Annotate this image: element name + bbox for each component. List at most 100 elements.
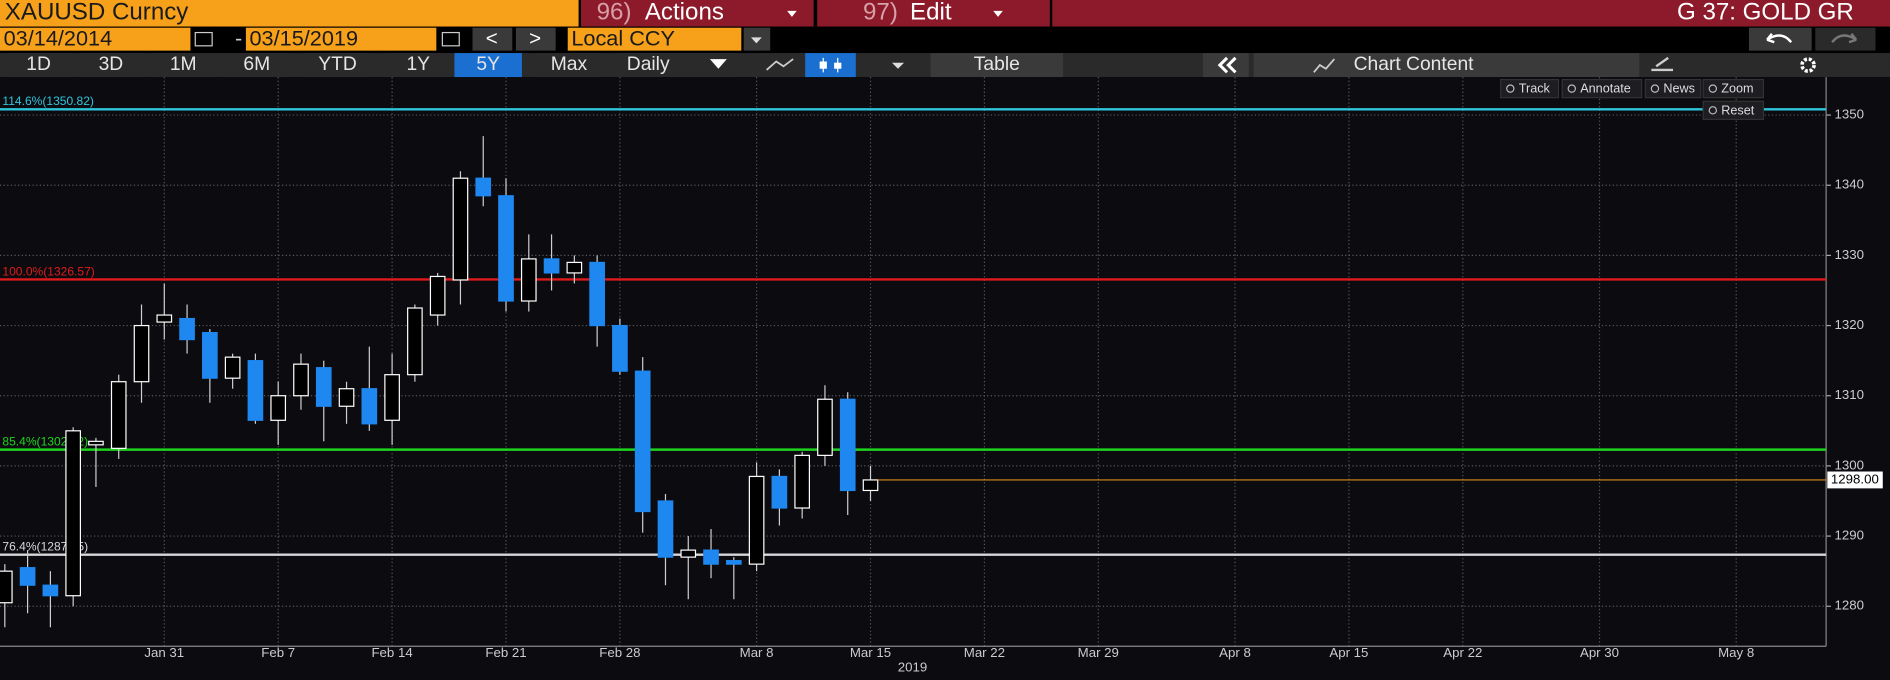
- x-tick-label: Apr 15: [1329, 645, 1368, 660]
- tool-button[interactable]: [1561, 78, 1643, 99]
- range-button[interactable]: [149, 53, 217, 78]
- collapse-button[interactable]: [1202, 53, 1249, 78]
- range-label: 1M: [170, 54, 197, 75]
- last-price-box: [1827, 471, 1883, 489]
- currency-field[interactable]: [567, 27, 742, 51]
- redo-button[interactable]: [1815, 27, 1876, 51]
- x-tick-label: Mar 8: [740, 645, 774, 660]
- range-button[interactable]: [222, 53, 291, 78]
- tool-label: Reset: [1721, 103, 1755, 117]
- redo-icon: [1831, 33, 1858, 44]
- draw-icon[interactable]: [1651, 56, 1674, 72]
- calendar-icon[interactable]: [441, 31, 460, 47]
- candle-body: [566, 261, 583, 274]
- collapse-icon: [1217, 56, 1237, 74]
- tool-icon: [1506, 84, 1515, 93]
- range-button[interactable]: [384, 53, 453, 78]
- range-label: 3D: [99, 54, 124, 75]
- line-chart-button[interactable]: [756, 53, 803, 78]
- tool-button[interactable]: [1500, 78, 1560, 99]
- line-icon: [766, 58, 794, 71]
- candle-body: [429, 275, 446, 316]
- tool-label: Zoom: [1721, 82, 1753, 96]
- candle-body: [202, 331, 218, 379]
- next-button[interactable]: [515, 27, 556, 51]
- candle-body: [657, 500, 674, 558]
- table-label: Table: [974, 54, 1020, 75]
- candle-body: [133, 324, 150, 383]
- x-tick-label: Apr 30: [1580, 645, 1619, 660]
- candle-body: [771, 475, 788, 509]
- y-tick-label: 1340: [1835, 177, 1864, 192]
- last-price-label: 1298.00: [1831, 471, 1879, 486]
- frequency: Daily: [627, 54, 670, 75]
- candle-body: [634, 370, 651, 513]
- security-field[interactable]: [0, 0, 579, 27]
- range-button[interactable]: [454, 53, 522, 78]
- x-tick-label: Feb 14: [371, 645, 412, 660]
- edit-menu[interactable]: [817, 0, 1050, 27]
- tool-button[interactable]: [1702, 78, 1765, 99]
- y-tick-label: 1280: [1835, 598, 1864, 613]
- function-bar: [1052, 0, 1890, 27]
- range-button[interactable]: [303, 53, 372, 78]
- undo-button[interactable]: [1748, 27, 1812, 51]
- candle-body: [361, 388, 378, 425]
- start-date-field[interactable]: [0, 27, 191, 51]
- range-label: 1Y: [406, 54, 430, 75]
- candle-body: [589, 261, 605, 327]
- chart: 1280 1290 1300 1310 1320 1330 1340 1350 Jan 31 Fe…: [0, 77, 1883, 674]
- range-label: 5Y: [476, 54, 500, 75]
- tool-label: News: [1663, 82, 1695, 96]
- candle-body: [475, 177, 492, 197]
- candle-body: [680, 549, 697, 558]
- candle-body: [224, 356, 241, 379]
- y-tick-label: 1300: [1835, 457, 1864, 472]
- chart-content-icon: [1313, 58, 1336, 73]
- dropdown-arrow: [750, 37, 762, 44]
- candle-icon: [819, 61, 827, 69]
- y-tick-label: 1330: [1835, 247, 1864, 262]
- next-label: >: [529, 27, 541, 50]
- tool-icon: [1708, 106, 1718, 115]
- candle-chart-button[interactable]: [805, 53, 856, 78]
- candle-body: [293, 363, 309, 397]
- candle-body: [19, 567, 36, 586]
- x-tick-label: Apr 8: [1219, 645, 1251, 660]
- range-label: YTD: [318, 54, 357, 75]
- tool-icon: [1567, 84, 1577, 93]
- candle-body: [407, 307, 423, 376]
- calendar-icon[interactable]: [194, 31, 213, 47]
- chart-bg: [0, 77, 1890, 680]
- candle-body: [88, 440, 104, 446]
- table-button[interactable]: [930, 53, 1064, 78]
- x-tick-label: Feb 28: [599, 645, 640, 660]
- tool-button[interactable]: [1644, 78, 1702, 99]
- x-tick-label: Mar 29: [1078, 645, 1119, 660]
- candle-body: [817, 398, 833, 456]
- start-date: 03/14/2014: [4, 26, 113, 51]
- range-button[interactable]: [535, 53, 603, 78]
- chart-content-label: Chart Content: [1354, 54, 1475, 75]
- candle-body: [703, 549, 719, 565]
- tool-label: Track: [1519, 82, 1551, 96]
- dropdown-arrow: [709, 59, 727, 69]
- candle-body: [725, 560, 742, 565]
- function-title: G 37: GOLD GR: [1677, 0, 1854, 26]
- prev-button[interactable]: [472, 27, 513, 51]
- range-button[interactable]: [4, 53, 73, 78]
- chart-tools: Track Annotate News Zoom Reset: [1500, 78, 1765, 120]
- chart-content-button[interactable]: [1253, 53, 1640, 78]
- range-button[interactable]: [77, 53, 145, 78]
- end-date: 03/15/2019: [250, 26, 359, 51]
- settings-icon[interactable]: [1800, 57, 1816, 73]
- end-date-field[interactable]: [245, 27, 437, 51]
- candle-body: [156, 314, 173, 323]
- actions-menu[interactable]: [580, 0, 814, 27]
- x-tick-label: Feb 21: [485, 645, 526, 660]
- candle-body: [270, 395, 287, 421]
- dropdown-arrow: [891, 62, 905, 69]
- tool-button[interactable]: [1702, 100, 1765, 120]
- candle-body: [65, 430, 82, 597]
